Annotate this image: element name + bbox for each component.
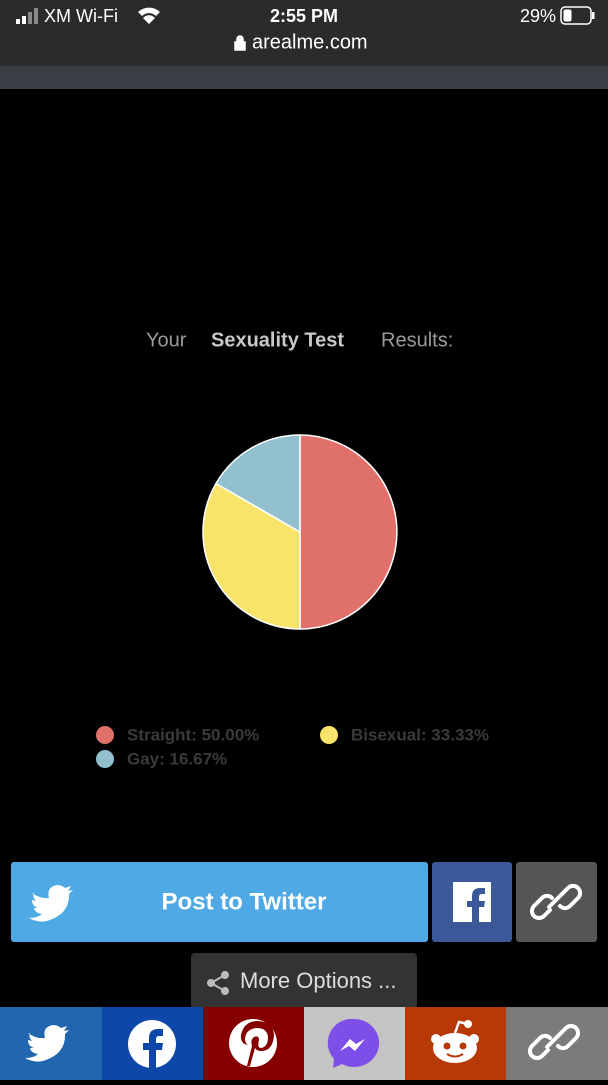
pie-slice xyxy=(299,434,398,630)
clock: 2:55 PM xyxy=(270,6,338,26)
pie-chart xyxy=(202,434,398,630)
twitter-button-label[interactable]: Post to Twitter xyxy=(162,888,327,915)
legend-swatch xyxy=(96,726,114,744)
share-link[interactable] xyxy=(506,1007,608,1080)
legend-swatch xyxy=(320,726,338,744)
more-options-button[interactable] xyxy=(191,953,417,1009)
battery-percent: 29% xyxy=(520,6,556,26)
link-icon xyxy=(527,1023,581,1061)
share-icon xyxy=(207,971,229,995)
signal-icon xyxy=(16,8,38,24)
facebook-button[interactable] xyxy=(432,862,512,942)
link-icon xyxy=(529,883,583,921)
legend: Straight: 50.00% Bisexual: 33.33% Gay: 16.… xyxy=(96,725,489,768)
messenger-bolt xyxy=(340,1039,365,1051)
legend-swatch xyxy=(96,750,114,768)
reddit-icon xyxy=(433,1033,477,1063)
battery-icon xyxy=(560,6,595,25)
url[interactable]: arealme.com xyxy=(252,31,368,53)
legend-label: Gay: 16.67% xyxy=(127,749,227,768)
carrier: XM Wi-Fi xyxy=(44,6,118,26)
lock-icon xyxy=(234,35,246,51)
heading-prefix: Your xyxy=(146,329,187,351)
wifi-icon xyxy=(138,7,160,24)
pinterest-p xyxy=(240,1021,274,1066)
pie-slice xyxy=(214,434,301,534)
facebook-f xyxy=(143,1029,163,1068)
twitter-button[interactable] xyxy=(11,862,428,942)
status-bar xyxy=(0,0,608,66)
twitter-icon xyxy=(29,885,73,922)
facebook-icon xyxy=(453,882,491,922)
heading-test-name: Sexuality Test xyxy=(211,329,344,351)
heading-suffix: Results: xyxy=(381,329,453,351)
twitter-icon xyxy=(25,1025,69,1062)
share-bar xyxy=(0,1007,608,1080)
toolbar-strip xyxy=(0,66,608,89)
pie-slice xyxy=(202,482,301,630)
legend-label: Straight: 50.00% xyxy=(127,725,259,744)
legend-label: Bisexual: 33.33% xyxy=(351,725,489,744)
more-options-label[interactable]: More Options ... xyxy=(240,968,397,993)
